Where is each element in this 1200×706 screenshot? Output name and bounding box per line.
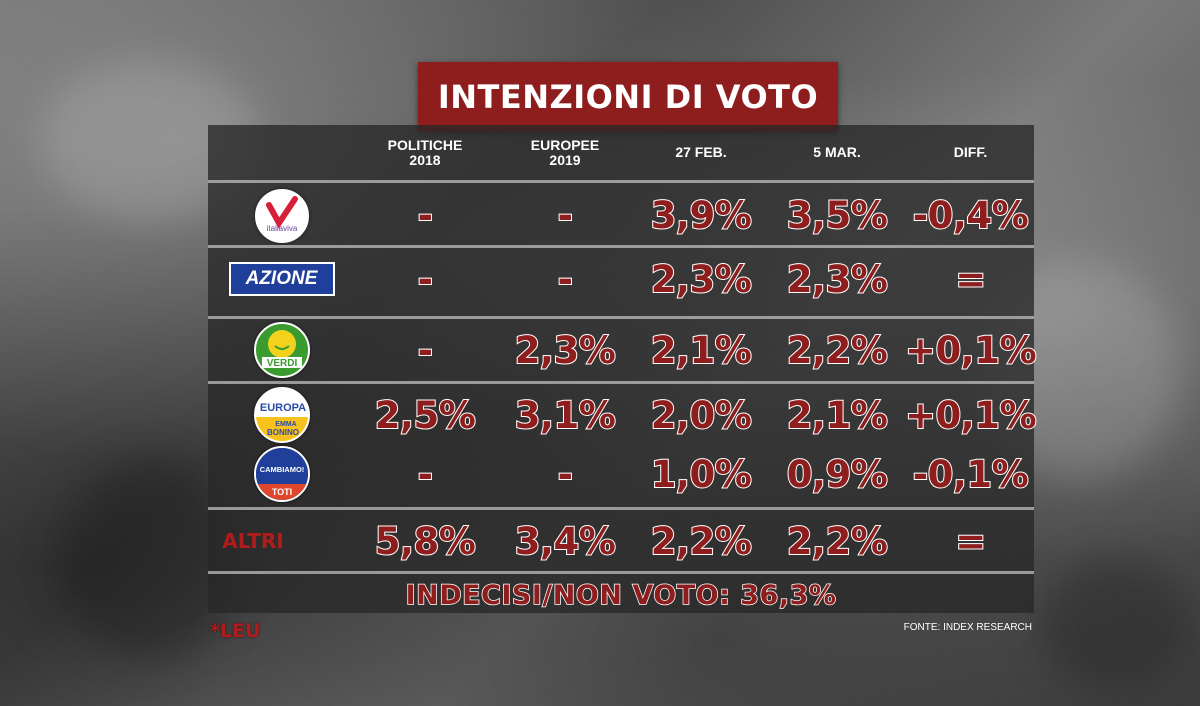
svg-text:EMMA: EMMA (275, 421, 296, 428)
cell-5-mar: 2,1% (786, 393, 889, 438)
table-row-azione: AZIONE - - 2,3% 2,3% = (208, 245, 1034, 310)
svg-text:BONINO: BONINO (267, 428, 299, 437)
verdi-logo: VERDI (253, 322, 310, 378)
table-row-altri: ALTRI 5,8% 3,4% 2,2% 2,2% = (208, 507, 1034, 572)
cell-5-mar: 2,2% (786, 328, 889, 373)
table-header-row: POLITICHE 2018 EUROPEE 2019 27 FEB. 5 MA… (208, 125, 1034, 180)
party-logo-cell: EUROPA EMMA BONINO (208, 384, 355, 446)
header-europee-2019: EUROPEE 2019 (495, 125, 635, 180)
cell-5-mar: 2,2% (786, 519, 889, 564)
poll-table: POLITICHE 2018 EUROPEE 2019 27 FEB. 5 MA… (208, 125, 1038, 616)
cell-politiche-2018: - (417, 328, 434, 373)
source-credit: FONTE: INDEX RESEARCH (903, 622, 1032, 633)
cell-politiche-2018: - (417, 452, 434, 497)
cell-27-feb: 2,1% (650, 328, 753, 373)
sun-icon: VERDI (261, 330, 302, 369)
header-europee-line1: EUROPEE (530, 136, 600, 153)
cell-5-mar: 0,9% (786, 452, 889, 497)
table-footer-row: INDECISI/NON VOTO: 36,3% (208, 571, 1034, 616)
header-politiche-line2: 2018 (409, 151, 441, 168)
cell-europee-2019: - (557, 257, 574, 302)
party-logo-cell: VERDI (208, 319, 355, 381)
cell-diff: +0,1% (904, 393, 1038, 438)
azione-logo-text: AZIONE (245, 268, 318, 289)
altri-label: ALTRI (222, 529, 284, 553)
header-europee-line2: 2019 (549, 151, 581, 168)
cell-27-feb: 2,0% (650, 393, 753, 438)
undecided-summary: INDECISI/NON VOTO: 36,3% (405, 579, 837, 612)
cell-diff: -0,1% (912, 452, 1030, 497)
italia-viva-logo: italiaviva (254, 188, 309, 243)
cell-politiche-2018: - (417, 257, 434, 302)
cell-politiche-2018: 5,8% (374, 519, 477, 564)
cambiamo-icon: CAMBIAMO! TOTI (255, 448, 308, 500)
cell-27-feb: 1,0% (650, 452, 753, 497)
piu-europa-icon: EUROPA EMMA BONINO (255, 389, 308, 441)
party-logo-cell: AZIONE (208, 248, 355, 310)
cell-27-feb: 3,9% (650, 193, 753, 238)
party-logo-cell: CAMBIAMO! TOTI (208, 443, 355, 505)
cell-europee-2019: - (557, 452, 574, 497)
header-politiche-2018: POLITICHE 2018 (355, 125, 495, 180)
cell-europee-2019: 3,1% (514, 393, 617, 438)
table-row-verdi: VERDI - 2,3% 2,1% 2,2% +0,1% (208, 316, 1038, 381)
cell-europee-2019: - (557, 193, 574, 238)
cell-europee-2019: 2,3% (514, 328, 617, 373)
cell-5-mar: 3,5% (786, 193, 889, 238)
header-27-feb: 27 FEB. (675, 144, 727, 160)
cell-politiche-2018: 2,5% (374, 393, 477, 438)
cambiamo-logo: CAMBIAMO! TOTI (253, 446, 310, 502)
table-row-cambiamo: CAMBIAMO! TOTI - - 1,0% 0,9% -0,1% (208, 443, 1034, 505)
cell-27-feb: 2,2% (650, 519, 753, 564)
header-politiche-line1: POLITICHE (387, 136, 463, 153)
svg-text:EUROPA: EUROPA (259, 402, 305, 414)
azione-logo: AZIONE (228, 262, 335, 296)
cell-europee-2019: 3,4% (514, 519, 617, 564)
svg-text:CAMBIAMO!: CAMBIAMO! (259, 465, 304, 474)
cell-politiche-2018: - (417, 193, 434, 238)
cell-27-feb: 2,3% (650, 257, 753, 302)
table-row-italia-viva: italiaviva - - 3,9% 3,5% -0,4% (208, 180, 1034, 248)
page-title: INTENZIONI DI VOTO (418, 62, 838, 132)
table-row-piu-europa: EUROPA EMMA BONINO 2,5% 3,1% 2,0% 2,1% +… (208, 381, 1038, 446)
party-logo-cell: italiaviva (208, 183, 355, 248)
italia-viva-icon: italiaviva (265, 195, 298, 233)
header-diff: DIFF. (953, 144, 988, 160)
piu-europa-logo: EUROPA EMMA BONINO (253, 387, 310, 443)
svg-text:VERDI: VERDI (266, 358, 297, 369)
cell-diff: = (954, 257, 987, 302)
cell-diff: -0,4% (912, 193, 1030, 238)
svg-text:TOTI: TOTI (271, 487, 291, 497)
header-5-mar: 5 MAR. (813, 144, 861, 160)
cell-diff: = (954, 519, 987, 564)
svg-text:italiaviva: italiaviva (266, 224, 297, 233)
cell-5-mar: 2,3% (786, 257, 889, 302)
cell-diff: +0,1% (904, 328, 1038, 373)
texture-spot (1040, 560, 1190, 690)
footnote: *LEU (210, 620, 261, 642)
